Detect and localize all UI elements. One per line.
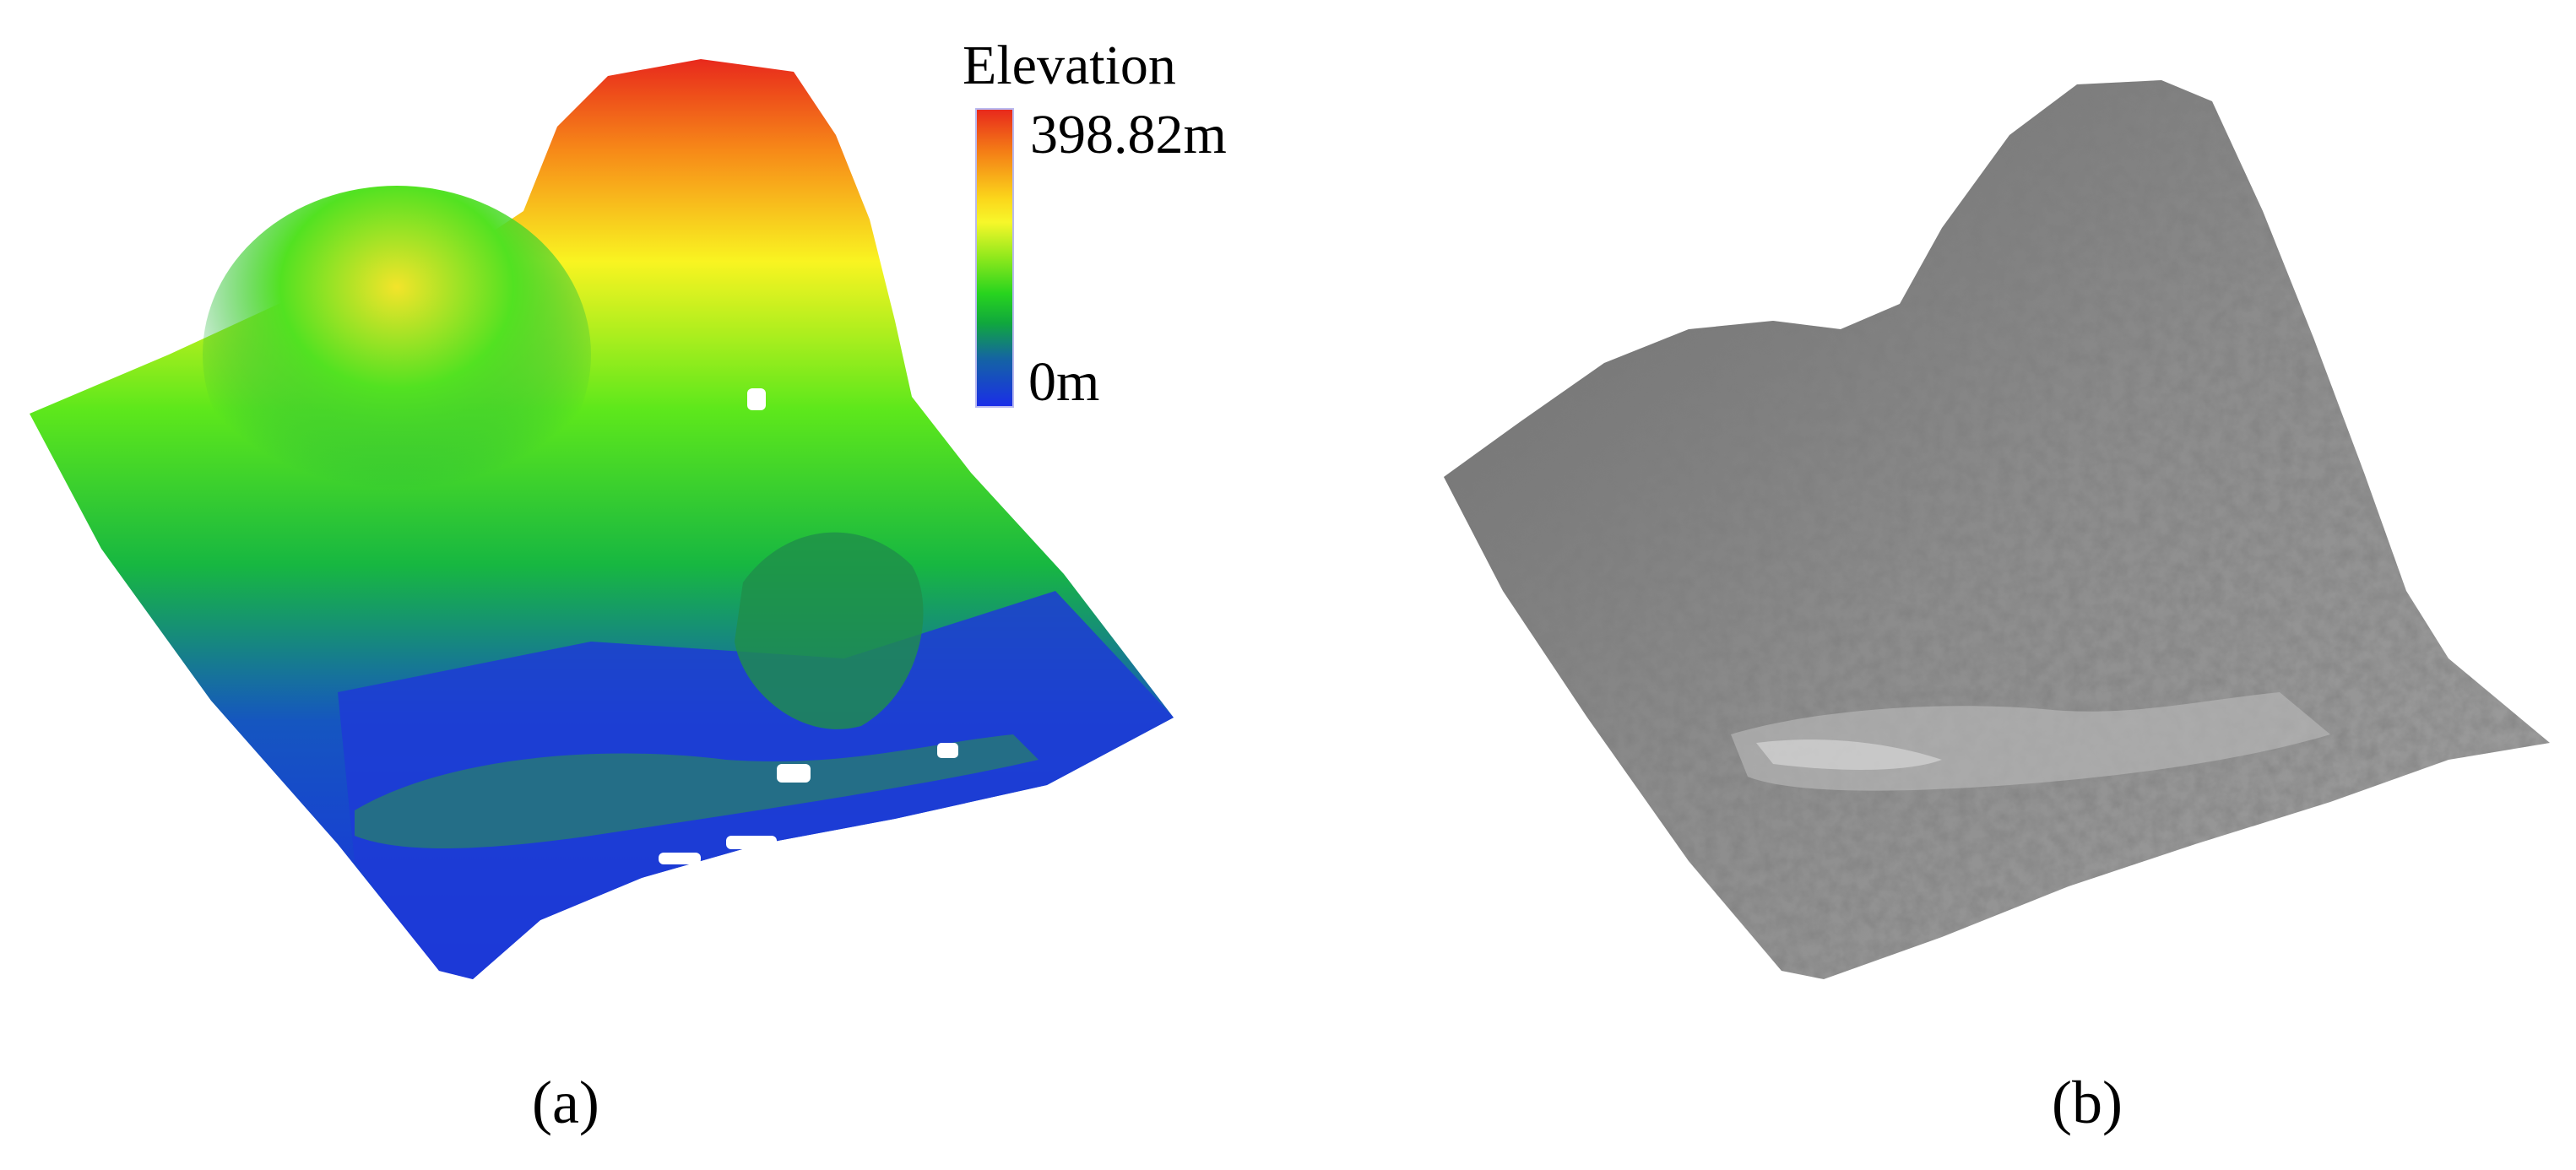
pointcloud-gaps [659,388,958,864]
legend-title: Elevation [963,35,1176,96]
legend-min-label: 0m [1028,351,1100,413]
legend-colorbar [975,108,1014,408]
shaded-river [1756,739,1942,770]
shaded-terrain-texture [1444,80,2550,979]
caption-b: (b) [2052,1069,2123,1136]
pointcloud-left-hill [203,186,591,523]
pointcloud-forest-patch [735,532,924,729]
legend-max-label: 398.82m [1030,104,1227,165]
panel-a-pointcloud [30,59,1174,979]
pointcloud-forest-strip [355,734,1039,848]
panel-b-shaded-surface [1444,80,2550,979]
caption-a: (a) [532,1069,599,1136]
